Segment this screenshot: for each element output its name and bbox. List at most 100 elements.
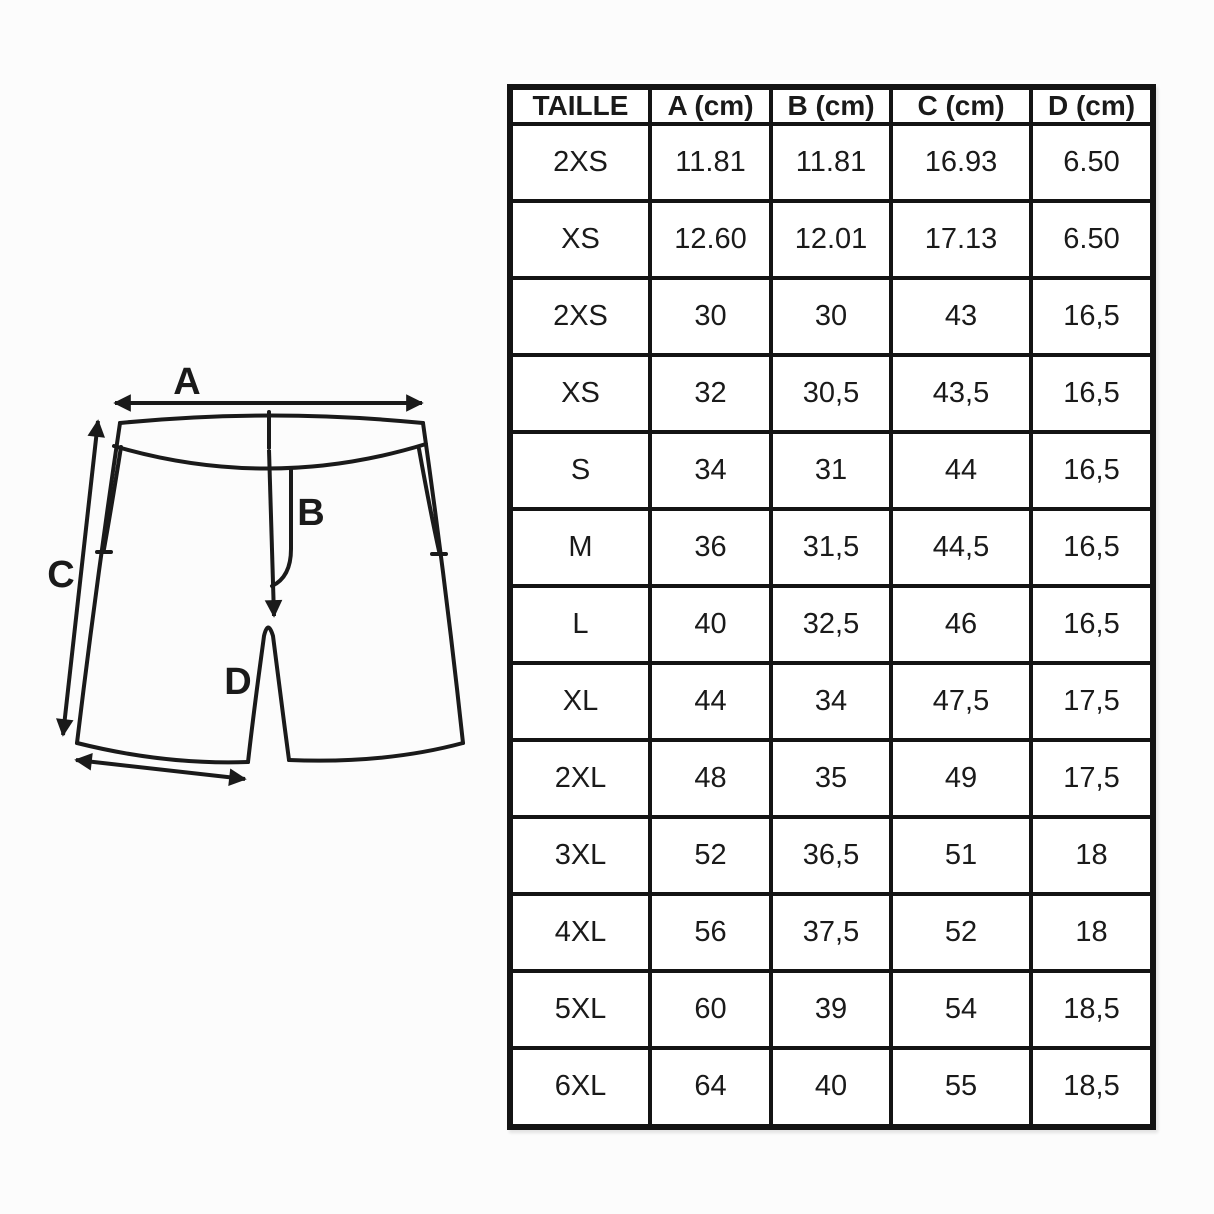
measurement-cell: 48 xyxy=(648,737,773,819)
measurement-cell: 18 xyxy=(1029,891,1155,973)
size-label-cell: M xyxy=(508,506,652,588)
table-row: XS 12.60 12.01 17.13 6.50 xyxy=(508,198,1155,280)
measurement-cell: 40 xyxy=(769,1045,893,1130)
measurement-cell: 51 xyxy=(889,814,1033,896)
measurement-cell: 30 xyxy=(648,275,773,357)
table-row: XL 44 34 47,5 17,5 xyxy=(508,660,1155,742)
measurement-cell: 32 xyxy=(648,352,773,434)
measurement-cell: 39 xyxy=(769,968,893,1050)
size-label-cell: 6XL xyxy=(508,1045,652,1130)
measurement-cell: 12.01 xyxy=(769,198,893,280)
shorts-diagram-svg: A B C D xyxy=(47,361,465,786)
measurement-cell: 17,5 xyxy=(1029,737,1155,819)
table-row: 2XS 30 30 43 16,5 xyxy=(508,275,1155,357)
measurement-cell: 60 xyxy=(648,968,773,1050)
measurement-cell: 30,5 xyxy=(769,352,893,434)
measurement-cell: 16,5 xyxy=(1029,506,1155,588)
size-label-cell: XL xyxy=(508,660,652,742)
measurement-cell: 18 xyxy=(1029,814,1155,896)
size-label-cell: L xyxy=(508,583,652,665)
table-row: 4XL 56 37,5 52 18 xyxy=(508,891,1155,973)
header-taille: TAILLE xyxy=(508,85,652,126)
right-pocket-line xyxy=(417,447,448,556)
measurement-cell: 56 xyxy=(648,891,773,973)
dim-label-b: B xyxy=(297,492,324,534)
measurement-cell: 31,5 xyxy=(769,506,893,588)
measurement-cell: 64 xyxy=(648,1045,773,1130)
measurement-cell: 35 xyxy=(769,737,893,819)
measurement-cell: 43,5 xyxy=(889,352,1033,434)
dim-label-d: D xyxy=(224,661,251,703)
measurement-cell: 55 xyxy=(889,1045,1033,1130)
measurement-cell: 54 xyxy=(889,968,1033,1050)
size-label-cell: 5XL xyxy=(508,968,652,1050)
table-row: XS 32 30,5 43,5 16,5 xyxy=(508,352,1155,434)
measurement-cell: 43 xyxy=(889,275,1033,357)
measurement-cell: 16,5 xyxy=(1029,429,1155,511)
table-row: L 40 32,5 46 16,5 xyxy=(508,583,1155,665)
measurement-cell: 12.60 xyxy=(648,198,773,280)
size-label-cell: 2XS xyxy=(508,275,652,357)
size-label-cell: 4XL xyxy=(508,891,652,973)
size-label-cell: XS xyxy=(508,352,652,434)
measurement-cell: 49 xyxy=(889,737,1033,819)
table-row: M 36 31,5 44,5 16,5 xyxy=(508,506,1155,588)
measurement-cell: 30 xyxy=(769,275,893,357)
size-table-header: TAILLE A (cm) B (cm) C (cm) D (cm) xyxy=(508,85,1155,126)
size-label-cell: 2XL xyxy=(508,737,652,819)
right-hem-line xyxy=(287,741,465,763)
arrow-c-side-length xyxy=(56,419,105,737)
measurement-cell: 34 xyxy=(769,660,893,742)
table-row: 2XS 11.81 11.81 16.93 6.50 xyxy=(508,122,1155,203)
measurement-cell: 52 xyxy=(648,814,773,896)
measurement-cell: 47,5 xyxy=(889,660,1033,742)
fly-curve xyxy=(270,467,293,588)
measurement-cell: 16,5 xyxy=(1029,583,1155,665)
dimension-arrows xyxy=(56,394,424,786)
size-label-cell: XS xyxy=(508,198,652,280)
size-label-cell: 3XL xyxy=(508,814,652,896)
measurement-cell: 44 xyxy=(648,660,773,742)
measurement-cell: 11.81 xyxy=(648,122,773,203)
crotch-notch xyxy=(246,625,291,764)
measurement-cell: 46 xyxy=(889,583,1033,665)
measurement-cell: 36 xyxy=(648,506,773,588)
measurement-cell: 18,5 xyxy=(1029,968,1155,1050)
shorts-measurement-diagram: A B C D xyxy=(30,352,495,800)
header-a-cm: A (cm) xyxy=(648,85,773,126)
arrow-d-leg-opening xyxy=(74,753,247,786)
measurement-cell: 34 xyxy=(648,429,773,511)
table-row: 2XL 48 35 49 17,5 xyxy=(508,737,1155,819)
measurement-cell: 52 xyxy=(889,891,1033,973)
table-row: 5XL 60 39 54 18,5 xyxy=(508,968,1155,1050)
measurement-cell: 17.13 xyxy=(889,198,1033,280)
measurement-cell: 37,5 xyxy=(769,891,893,973)
size-table: TAILLE A (cm) B (cm) C (cm) D (cm) 2XS 11… xyxy=(507,84,1156,1130)
dim-label-a: A xyxy=(173,361,200,403)
header-row: TAILLE A (cm) B (cm) C (cm) D (cm) xyxy=(508,85,1155,126)
measurement-cell: 16,5 xyxy=(1029,275,1155,357)
measurement-cell: 11.81 xyxy=(769,122,893,203)
measurement-cell: 44,5 xyxy=(889,506,1033,588)
dim-label-c: C xyxy=(47,554,74,596)
header-c-cm: C (cm) xyxy=(889,85,1033,126)
measurement-cell: 6.50 xyxy=(1029,122,1155,203)
size-label-cell: 2XS xyxy=(508,122,652,203)
table-row: S 34 31 44 16,5 xyxy=(508,429,1155,511)
table-row: 3XL 52 36,5 51 18 xyxy=(508,814,1155,896)
left-hem-line xyxy=(75,741,250,765)
measurement-cell: 16.93 xyxy=(889,122,1033,203)
size-table-body: 2XS 11.81 11.81 16.93 6.50 XS 12.60 12.01 17.13 6… xyxy=(508,122,1155,1130)
header-b-cm: B (cm) xyxy=(769,85,893,126)
measurement-cell: 6.50 xyxy=(1029,198,1155,280)
right-outer-edge xyxy=(421,421,465,745)
measurement-cell: 17,5 xyxy=(1029,660,1155,742)
waistband-top-line xyxy=(118,413,425,425)
measurement-cell: 40 xyxy=(648,583,773,665)
left-outer-edge xyxy=(75,421,122,745)
measurement-cell: 31 xyxy=(769,429,893,511)
measurement-cell: 44 xyxy=(889,429,1033,511)
arrow-b-front-rise xyxy=(264,449,283,618)
measurement-cell: 36,5 xyxy=(769,814,893,896)
